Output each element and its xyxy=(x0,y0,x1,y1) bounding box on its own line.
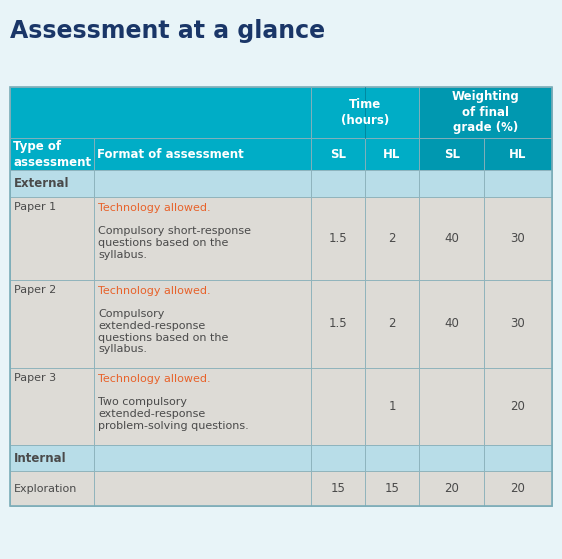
Text: Paper 3: Paper 3 xyxy=(14,373,56,383)
Bar xyxy=(311,138,365,170)
Bar xyxy=(94,471,311,506)
Text: Format of assessment: Format of assessment xyxy=(97,148,244,161)
Text: 20: 20 xyxy=(444,482,459,495)
Bar xyxy=(94,280,311,368)
Bar xyxy=(419,170,484,197)
Text: 20: 20 xyxy=(511,482,525,495)
Bar xyxy=(94,138,311,170)
Text: syllabus.: syllabus. xyxy=(98,344,147,354)
Text: Compulsory: Compulsory xyxy=(98,309,165,319)
Bar xyxy=(484,170,552,197)
Bar xyxy=(365,197,419,280)
Text: 40: 40 xyxy=(444,317,459,330)
Text: Type of
assessment: Type of assessment xyxy=(13,140,92,168)
Bar xyxy=(10,87,311,138)
Bar xyxy=(311,87,419,138)
Text: Paper 1: Paper 1 xyxy=(14,202,56,212)
Bar xyxy=(10,368,94,445)
Text: Technology allowed.: Technology allowed. xyxy=(98,374,211,384)
Bar xyxy=(94,368,311,445)
Bar xyxy=(311,280,365,368)
Text: Technology allowed.: Technology allowed. xyxy=(98,286,211,296)
Bar xyxy=(311,170,365,197)
Bar xyxy=(419,368,484,445)
Bar xyxy=(419,197,484,280)
Bar xyxy=(365,445,419,471)
Text: Technology allowed.: Technology allowed. xyxy=(98,203,211,213)
Bar xyxy=(365,368,419,445)
Text: 20: 20 xyxy=(511,400,525,413)
Bar xyxy=(484,471,552,506)
Bar xyxy=(365,280,419,368)
Bar xyxy=(365,170,419,197)
Bar xyxy=(94,197,311,280)
Bar xyxy=(365,138,419,170)
Bar xyxy=(484,197,552,280)
Text: Two compulsory: Two compulsory xyxy=(98,397,187,408)
Text: Time
(hours): Time (hours) xyxy=(341,98,389,126)
Text: 2: 2 xyxy=(388,317,396,330)
Text: Exploration: Exploration xyxy=(14,484,78,494)
Bar xyxy=(484,368,552,445)
Text: HL: HL xyxy=(383,148,401,161)
Text: 1: 1 xyxy=(388,400,396,413)
Text: 1.5: 1.5 xyxy=(329,231,347,245)
Text: SL: SL xyxy=(330,148,346,161)
Text: Assessment at a glance: Assessment at a glance xyxy=(10,19,325,42)
Bar xyxy=(10,445,94,471)
Text: extended-response: extended-response xyxy=(98,321,205,331)
Bar xyxy=(365,471,419,506)
Bar xyxy=(10,197,94,280)
Bar xyxy=(311,471,365,506)
Text: Paper 2: Paper 2 xyxy=(14,285,56,295)
Bar xyxy=(94,170,311,197)
Bar xyxy=(419,138,484,170)
Text: 40: 40 xyxy=(444,231,459,245)
Bar xyxy=(484,445,552,471)
Bar xyxy=(484,138,552,170)
Bar xyxy=(311,445,365,471)
Bar xyxy=(419,280,484,368)
Bar xyxy=(10,138,94,170)
Bar xyxy=(10,87,552,506)
Text: questions based on the: questions based on the xyxy=(98,333,228,343)
Text: 15: 15 xyxy=(384,482,400,495)
Bar xyxy=(484,280,552,368)
Bar xyxy=(419,87,552,138)
Text: problem-solving questions.: problem-solving questions. xyxy=(98,421,249,431)
Text: SL: SL xyxy=(443,148,460,161)
Text: 30: 30 xyxy=(511,317,525,330)
Bar xyxy=(94,445,311,471)
Text: extended-response: extended-response xyxy=(98,409,205,419)
Bar xyxy=(311,368,365,445)
Text: HL: HL xyxy=(509,148,527,161)
Bar xyxy=(311,197,365,280)
Text: 30: 30 xyxy=(511,231,525,245)
Bar xyxy=(10,280,94,368)
Text: 15: 15 xyxy=(330,482,345,495)
Text: 1.5: 1.5 xyxy=(329,317,347,330)
Text: 2: 2 xyxy=(388,231,396,245)
Bar xyxy=(419,445,484,471)
Bar xyxy=(10,471,94,506)
Text: Internal: Internal xyxy=(14,452,67,465)
Text: Compulsory short-response: Compulsory short-response xyxy=(98,226,251,236)
Text: Weighting
of final
grade (%): Weighting of final grade (%) xyxy=(452,91,519,134)
Text: External: External xyxy=(14,177,70,190)
Bar xyxy=(419,471,484,506)
Text: questions based on the: questions based on the xyxy=(98,238,228,248)
Bar xyxy=(10,170,94,197)
Text: syllabus.: syllabus. xyxy=(98,250,147,260)
